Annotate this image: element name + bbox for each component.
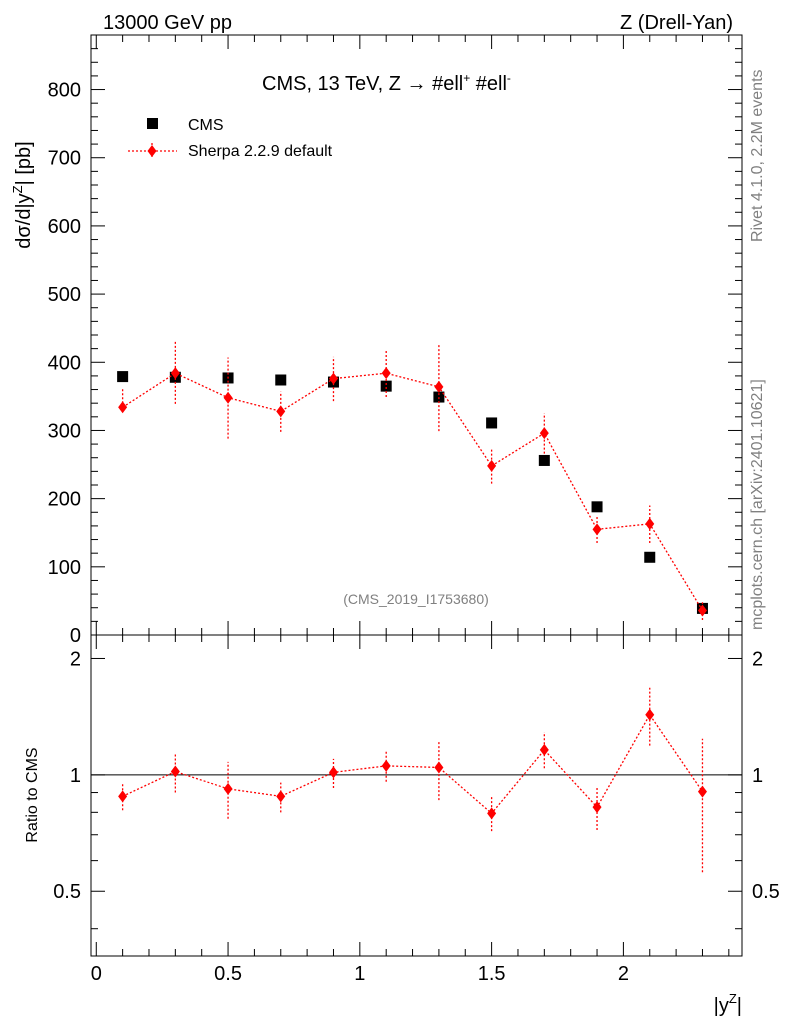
x-tick-label: 0 [91, 963, 102, 985]
ratio-line [122, 713, 704, 815]
ratio-point [434, 761, 444, 774]
ratio-point [539, 743, 549, 756]
y-tick-label: 300 [48, 420, 81, 442]
legend: CMS Sherpa 2.2.9 default [128, 117, 333, 160]
energy-label: 13000 GeV pp [103, 12, 232, 34]
x-tick-label: 0.5 [214, 963, 242, 985]
x-axis-title: |yZ| [714, 991, 742, 1017]
ratio-point [118, 790, 128, 803]
sherpa-point [487, 459, 497, 472]
ratio-tick-label-right: 1 [752, 765, 763, 787]
ratio-point [276, 790, 286, 803]
ratio-tick-label-right: 0.5 [752, 881, 780, 903]
sherpa-point [118, 401, 128, 414]
y-tick-label: 400 [48, 352, 81, 374]
y-axis-title: dσ/d|yZ| [pb] [10, 141, 35, 248]
sherpa-point [276, 405, 286, 418]
ratio-point [645, 708, 655, 721]
analysis-label: (CMS_2019_I1753680) [343, 591, 489, 607]
cms-point [538, 454, 550, 466]
sherpa-line [122, 372, 704, 611]
rivet-label: Rivet 4.1.0, 2.2M events [749, 69, 766, 242]
data-marks [117, 341, 708, 873]
x-tick-label: 1.5 [478, 963, 506, 985]
x-tick-label: 1 [354, 963, 365, 985]
y-tick-label: 200 [48, 489, 81, 511]
cms-point [275, 374, 287, 386]
sherpa-point [223, 391, 233, 404]
ratio-plot-frame [90, 634, 743, 957]
ratio-point [381, 759, 391, 772]
cms-point [644, 551, 656, 563]
mcplots-label: mcplots.cern.ch [arXiv:2401.10621] [749, 379, 766, 630]
legend-cms-label: CMS [188, 117, 224, 134]
sherpa-point [381, 367, 391, 380]
sherpa-point [328, 372, 338, 385]
ratio-point [697, 785, 707, 798]
y-tick-label: 500 [48, 284, 81, 306]
sherpa-point [645, 517, 655, 530]
ratio-tick-label-left: 1 [70, 765, 81, 787]
ratio-point [170, 765, 180, 778]
cms-point [433, 391, 445, 403]
y-tick-label: 0 [70, 625, 81, 647]
y-tick-label: 600 [48, 216, 81, 238]
cms-point [380, 380, 392, 392]
sherpa-point [697, 604, 707, 617]
ratio-tick-label-left: 2 [70, 648, 81, 670]
process-label: Z (Drell-Yan) [620, 12, 733, 34]
chart-title: CMS, 13 TeV, Z → #ell+ #ell- [262, 71, 511, 95]
y-tick-label: 700 [48, 148, 81, 170]
sherpa-point [170, 367, 180, 380]
ratio-point [223, 782, 233, 795]
y-tick-label: 800 [48, 80, 81, 102]
ratio-axis-title: Ratio to CMS [24, 747, 41, 842]
legend-cms-marker [147, 118, 158, 129]
cms-point [486, 417, 498, 429]
sherpa-point [592, 523, 602, 536]
x-tick-label: 2 [618, 963, 629, 985]
ratio-point [487, 807, 497, 820]
ratio-tick-label-right: 2 [752, 648, 763, 670]
sherpa-point [539, 427, 549, 440]
cms-point [591, 501, 603, 513]
cms-point [117, 371, 129, 383]
ratio-tick-label-left: 0.5 [53, 881, 81, 903]
legend-sherpa-marker [147, 145, 157, 157]
legend-sherpa-label: Sherpa 2.2.9 default [188, 143, 333, 160]
ratio-point [592, 801, 602, 814]
y-tick-label: 100 [48, 557, 81, 579]
ratio-point [328, 766, 338, 779]
sherpa-point [434, 380, 444, 393]
